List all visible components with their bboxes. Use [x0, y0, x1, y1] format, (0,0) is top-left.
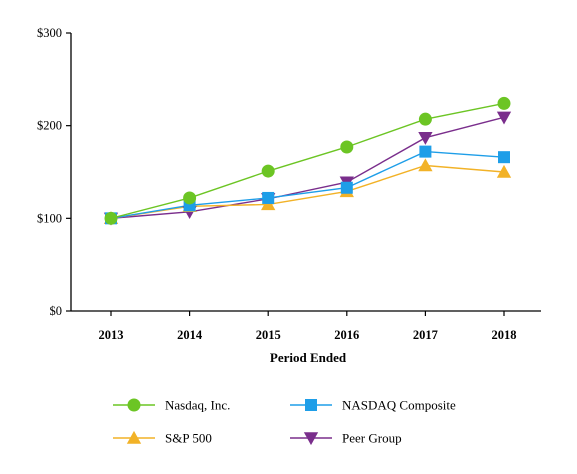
y-tick-label: $200	[37, 119, 62, 133]
y-tick-label: $300	[37, 26, 62, 40]
x-tick-label: 2018	[492, 328, 517, 342]
data-point-nasdaq-inc	[183, 191, 197, 205]
legend-item-s-p-500: S&P 500	[113, 431, 212, 446]
legend-marker	[305, 399, 317, 411]
data-point-nasdaq-inc	[340, 140, 354, 154]
legend-item-peer-group: Peer Group	[290, 431, 402, 446]
y-tick-label: $0	[50, 304, 63, 318]
series-lines	[110, 102, 505, 220]
legend-item-nasdaq-inc: Nasdaq, Inc.	[113, 398, 230, 413]
chart-axes	[70, 33, 541, 312]
legend-marker	[127, 398, 141, 412]
data-point-nasdaq-inc	[261, 164, 275, 178]
legend-label: Nasdaq, Inc.	[165, 398, 230, 413]
x-axis-ticks: 2013 2014 2015 2016 2017 2018	[99, 311, 517, 342]
legend-marker	[126, 430, 142, 444]
series-line-nasdaq-inc	[110, 102, 505, 220]
x-tick-label: 2016	[334, 328, 359, 342]
data-point-nasdaq-composite	[498, 151, 510, 164]
series-line-s-p-500	[110, 164, 505, 220]
legend: Nasdaq, Inc. NASDAQ Composite S&P 500 Peer …	[113, 398, 456, 446]
legend-label: Peer Group	[342, 431, 402, 446]
legend-marker	[303, 432, 319, 446]
data-point-nasdaq-inc	[104, 211, 118, 225]
data-point-nasdaq-composite	[419, 145, 432, 158]
data-point-nasdaq-composite	[262, 191, 275, 204]
x-tick-label: 2014	[177, 328, 203, 342]
series-line-peer-group	[110, 116, 505, 220]
data-point-nasdaq-composite	[340, 181, 353, 194]
y-tick-label: $100	[37, 211, 62, 225]
data-point-s-p-500	[496, 164, 512, 178]
x-tick-label: 2015	[256, 328, 281, 342]
legend-item-nasdaq-composite: NASDAQ Composite	[290, 398, 456, 413]
data-point-peer-group	[496, 111, 512, 125]
series-markers	[103, 96, 512, 226]
x-axis-title: Period Ended	[270, 350, 347, 365]
legend-label: NASDAQ Composite	[342, 398, 456, 413]
data-point-peer-group	[418, 131, 433, 145]
series-line-nasdaq-composite	[110, 150, 505, 220]
data-point-nasdaq-inc	[497, 96, 511, 110]
x-tick-label: 2017	[413, 328, 438, 342]
legend-label: S&P 500	[165, 431, 212, 446]
data-point-s-p-500	[418, 158, 433, 172]
x-tick-label: 2013	[99, 328, 124, 342]
y-axis-ticks: $0 $100 $200 $300	[37, 26, 71, 318]
data-point-nasdaq-inc	[418, 112, 432, 126]
